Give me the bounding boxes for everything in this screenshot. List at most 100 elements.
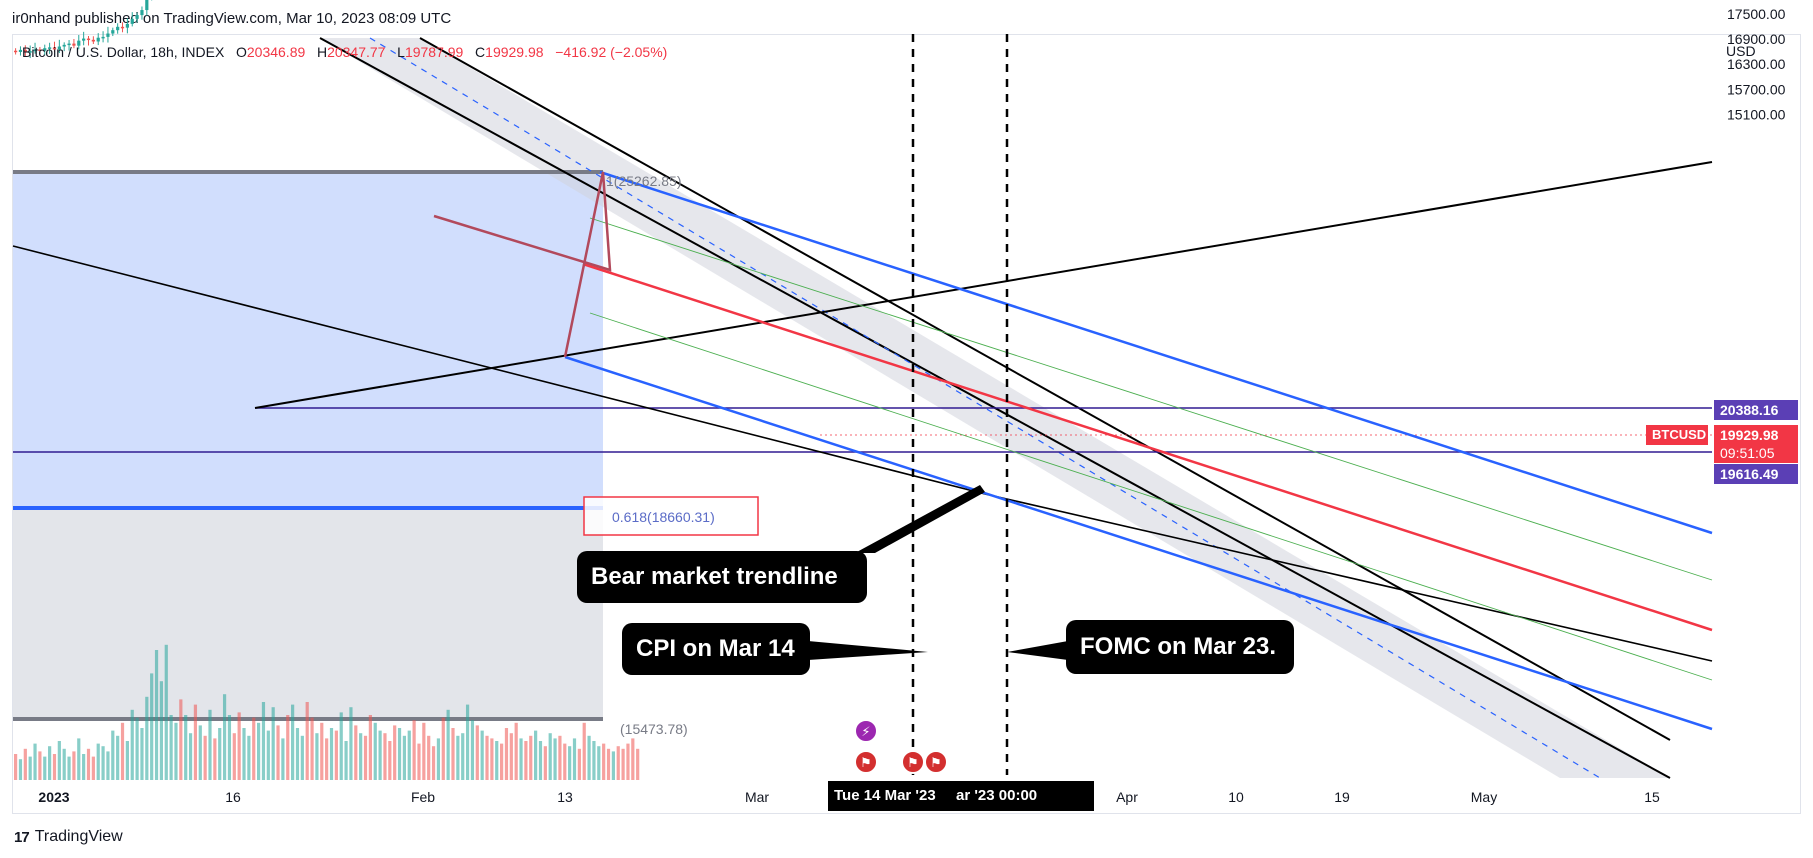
volume-bar [48,746,52,780]
volume-bar [125,741,129,780]
volume-bar [257,722,261,780]
legend-open: 20346.89 [246,44,306,60]
volume-bar [52,754,57,780]
candle-body [135,15,139,19]
volume-bar [227,715,232,780]
time-tag-fomc: ar '23 00:00 [950,781,1094,811]
tradingview-logo-icon: 17 [14,828,30,846]
volume-bar [77,738,81,780]
price-tag-lower: 19616.49 [1714,464,1798,484]
x-tick-label: 19 [1334,789,1350,805]
volume-bar [621,748,625,780]
volume-bar [534,730,538,780]
volume-bar [363,735,368,780]
volume-bar [563,743,567,780]
volume-bar [67,756,71,780]
volume-bar [577,748,581,780]
volume-bar [286,715,290,780]
candle-body [38,49,42,51]
volume-bar [616,746,620,780]
footer-brand-text: TradingView [34,828,123,845]
lightning-event-icon [854,719,878,743]
candle-body [33,49,37,52]
regression-upper-line [599,170,1713,535]
rising-trendline [254,161,1713,409]
volume-bar [427,735,431,780]
volume-bar [349,707,353,780]
volume-bar [475,725,479,780]
volume-bar [626,743,630,780]
volume-bar [456,735,460,780]
volume-bar [558,735,562,780]
candle-body [106,33,110,37]
volume-bar [271,707,275,780]
fib-top-label: 1(25262.85) [606,173,682,189]
regression-mid-line [582,262,1713,632]
volume-bar [514,722,518,780]
volume-bar [582,722,586,780]
volume-bar [529,735,533,780]
volume-bar [339,712,343,780]
volume-bar [130,709,134,780]
volume-bar [57,741,61,780]
volume-bar [291,704,295,780]
grey-channel-upper-edge [419,37,1671,741]
volume-bar [504,728,509,780]
candle-body [120,26,125,29]
callout-fomc[interactable]: FOMC on Mar 23. [1066,620,1294,674]
candle-body [86,38,91,41]
volume-bar [261,702,266,780]
legend-low-label: L [397,44,405,60]
volume-bar [116,735,120,780]
fib-zone-upper [13,172,603,508]
volume-bar [441,717,445,780]
regression-lower-band [589,312,1713,681]
volume-bar [43,756,47,780]
volume-bar [179,699,183,780]
volume-bar [480,730,484,780]
candle-body [125,23,129,28]
volume-bar [276,725,280,780]
volume-bar [344,741,348,780]
volume-bar [218,728,222,780]
volume-bar [402,735,406,780]
volume-bar [393,725,397,780]
volume-bar [266,730,270,780]
volume-bar [310,717,314,780]
volume-bar [305,702,309,780]
volume-bar [422,722,426,780]
volume-bar [407,730,411,780]
y-axis-currency: USD [1726,43,1756,59]
volume-bar [252,717,256,780]
volume-bar [636,748,640,780]
bear-market-trendline-extension [984,493,1713,662]
volume-bar [82,754,86,780]
x-tick-label: Mar [745,789,769,805]
us-flag-event-icon [854,750,878,774]
volume-bar [23,748,27,780]
volume-bar [436,738,441,780]
candle-body [23,49,27,53]
legend-high-label: H [316,44,328,60]
candle-body [140,10,144,16]
volume-bar [373,722,377,780]
volume-bar [397,728,402,780]
volume-bar [300,735,304,780]
volume-bar [378,730,382,780]
lightning-event-icon-glyph: ⚡ [861,725,870,740]
us-flag-event-icon [924,750,948,774]
candle-body [77,40,81,46]
volume-bar [28,756,32,780]
time-tag-cpi: Tue 14 Mar '23 00:00 [828,781,950,834]
callout-cpi[interactable]: CPI on Mar 14 [622,623,810,675]
volume-bar [417,743,421,780]
volume-bar [120,722,125,780]
volume-bar [543,746,547,780]
candle-body [43,48,47,51]
callout-bear-market[interactable]: Bear market trendline [577,551,867,603]
volume-bar [334,730,338,780]
footer-brand[interactable]: 17 TradingView [14,828,123,846]
candle-body [67,43,71,46]
volume-bar [140,728,144,780]
